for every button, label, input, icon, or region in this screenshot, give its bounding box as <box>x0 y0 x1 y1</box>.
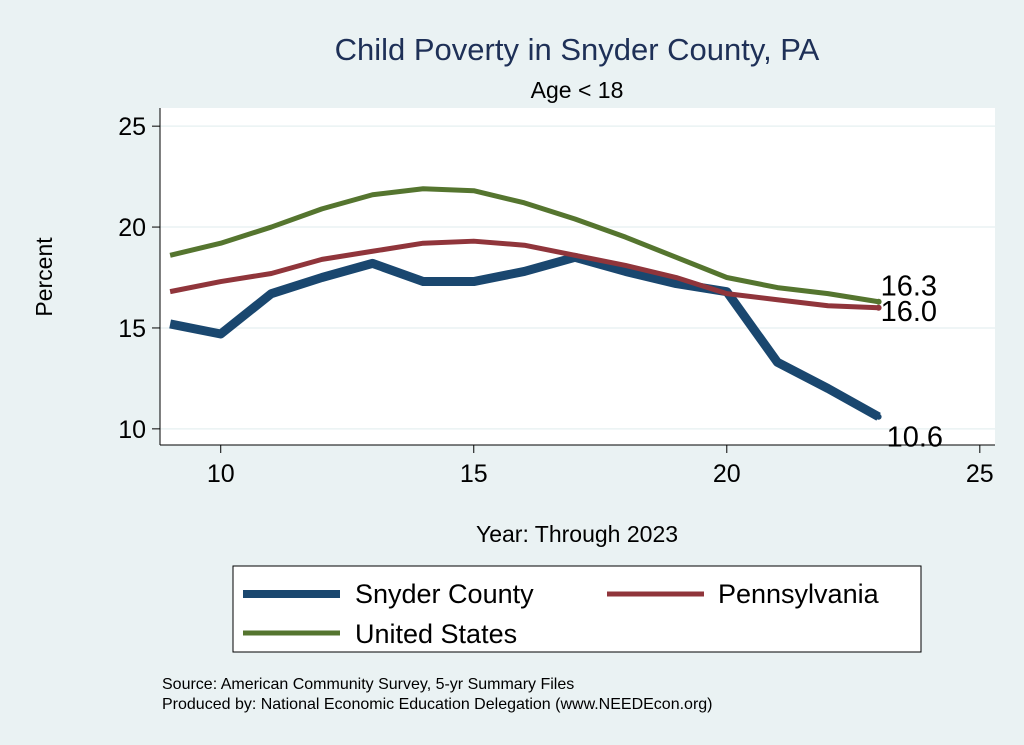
source-note: Source: American Community Survey, 5-yr … <box>162 676 574 693</box>
y-tick-label: 10 <box>118 416 146 444</box>
end-value-label: 16.0 <box>881 296 937 328</box>
y-tick-label: 20 <box>118 214 146 242</box>
y-tick-label: 25 <box>118 113 146 141</box>
x-tick-label: 10 <box>207 460 235 488</box>
end-value-label: 16.3 <box>881 271 937 303</box>
end-point <box>875 413 882 420</box>
series-line-snyder-county <box>169 252 881 421</box>
chart-subtitle: Age < 18 <box>531 77 624 103</box>
y-tick-label: 15 <box>118 315 146 343</box>
x-tick-label: 20 <box>713 460 741 488</box>
y-axis-label: Percent <box>31 237 57 317</box>
legend-label-us: United States <box>355 619 517 649</box>
chart-title: Child Poverty in Snyder County, PA <box>335 32 820 67</box>
series-line-pennsylvania <box>169 238 879 311</box>
legend: Snyder County Pennsylvania United States <box>232 565 922 653</box>
producer-note: Produced by: National Economic Education… <box>162 696 713 713</box>
legend-label-snyder: Snyder County <box>355 579 534 609</box>
legend-box <box>232 565 922 653</box>
x-axis-label: Year: Through 2023 <box>476 521 678 547</box>
x-tick-label: 15 <box>460 460 488 488</box>
plot-area <box>160 108 995 445</box>
legend-label-pennsylvania: Pennsylvania <box>718 579 880 609</box>
x-tick-label: 25 <box>966 460 994 488</box>
series-line-united-states <box>169 186 879 305</box>
end-point <box>875 298 882 305</box>
end-point <box>875 304 882 311</box>
end-value-label: 10.6 <box>887 422 943 454</box>
